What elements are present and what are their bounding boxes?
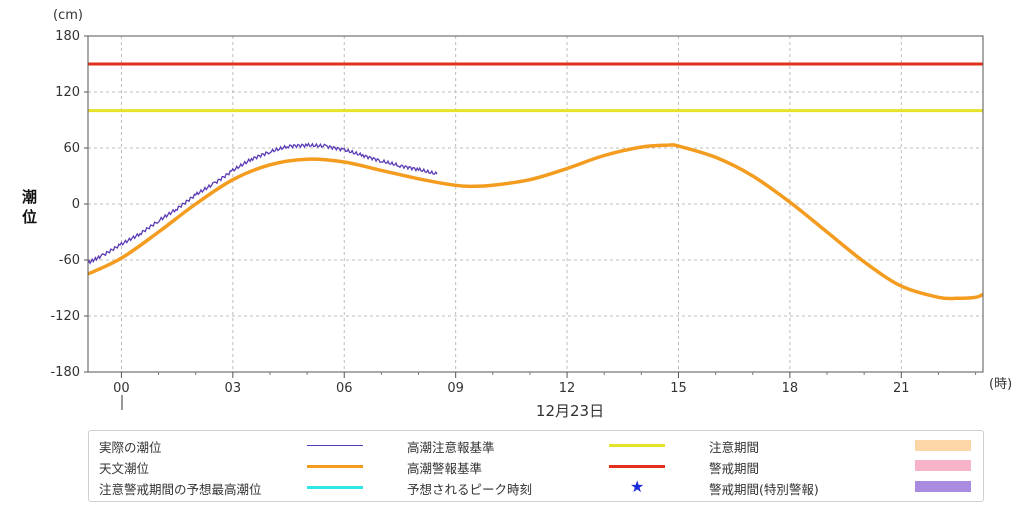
y-unit-label: (cm) (53, 8, 83, 23)
y-tick-label: 0 (72, 197, 80, 212)
x-tick-label: 12 (559, 381, 576, 396)
legend: 実際の潮位 天文潮位 注意警戒期間の予想最高潮位 高潮注意報基準 高潮警報基準 … (88, 430, 984, 502)
star-icon: ★ (630, 477, 645, 496)
legend-actual-label: 実際の潮位 (99, 440, 162, 455)
series-line-actual (87, 142, 438, 265)
legend-special-period-swatch (915, 481, 971, 492)
date-label: 12月23日 (536, 402, 604, 420)
y-tick-label: -60 (59, 253, 80, 268)
legend-caution-std-label: 高潮注意報基準 (407, 440, 495, 455)
grid (88, 36, 983, 372)
x-tick-label: 18 (782, 381, 799, 396)
legend-astro-swatch (307, 465, 363, 468)
legend-special-period-label: 警戒期間(特別警報) (709, 482, 819, 497)
legend-astro-label: 天文潮位 (99, 461, 150, 476)
y-tick-label: 180 (55, 29, 80, 44)
x-tick-label: 06 (336, 381, 353, 396)
legend-peak-level-label: 注意警戒期間の予想最高潮位 (99, 482, 262, 497)
legend-caution-period-swatch (915, 440, 971, 451)
threshold-lines (88, 62, 983, 113)
legend-peak-level-swatch (307, 486, 363, 489)
y-tick-label: 60 (63, 141, 80, 156)
legend-actual-swatch (307, 445, 363, 446)
x-tick-label: 09 (447, 381, 464, 396)
series-line-astronomical (87, 143, 984, 301)
axis-ticks: -180 -120 -60 0 60 120 180 00 03 06 09 12 15 18 21 (50, 29, 977, 396)
y-tick-label: -180 (50, 365, 80, 380)
x-tick-label: 03 (225, 381, 242, 396)
y-tick-label: 120 (55, 85, 80, 100)
x-tick-label: 00 (113, 381, 130, 396)
legend-caution-std-swatch (609, 444, 665, 447)
legend-warning-period-swatch (915, 460, 971, 471)
x-tick-label: 21 (893, 381, 910, 396)
series-lines (87, 142, 984, 301)
x-tick-label: 15 (670, 381, 687, 396)
legend-peak-time-label: 予想されるピーク時刻 (407, 482, 533, 497)
legend-warning-std-label: 高潮警報基準 (407, 461, 483, 476)
x-unit-label: (時) (989, 377, 1012, 392)
legend-warning-period-label: 警戒期間 (709, 461, 760, 476)
tide-chart: -180 -120 -60 0 60 120 180 00 03 06 09 12 15 18 21 (cm… (22, 8, 1012, 420)
legend-warning-std-swatch (609, 465, 665, 468)
y-axis-label-char-2: 位 (22, 208, 37, 226)
legend-caution-period-label: 注意期間 (709, 440, 760, 455)
y-tick-label: -120 (50, 309, 80, 324)
y-axis-label-char-1: 潮 (22, 188, 37, 206)
